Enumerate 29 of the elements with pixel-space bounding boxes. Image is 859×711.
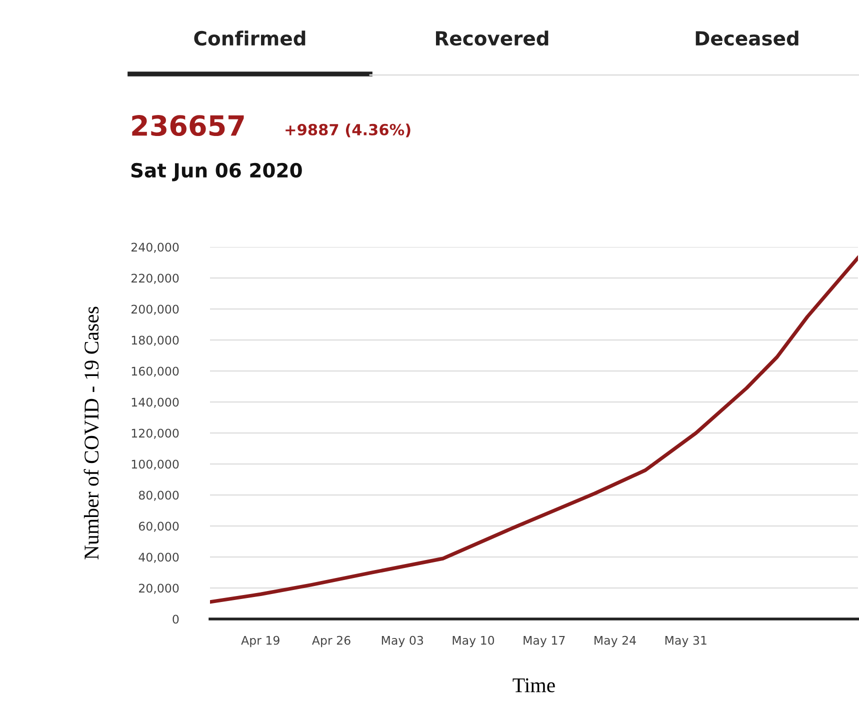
text: 236657 (132, 115, 244, 136)
x-tick-label: May 17 (524, 636, 565, 648)
y-tick-label: 180,000 (132, 336, 179, 346)
y-tick-label: 40,000 (138, 552, 179, 563)
x-tick-label: Apr 26 (312, 636, 350, 648)
y-tick-label: 80,000 (138, 490, 179, 501)
y-tick-label: 160,000 (132, 366, 179, 377)
y-tick-label: 240,000 (131, 242, 179, 253)
text: +9887 (4.36%) (286, 124, 410, 138)
text: Recovered (436, 30, 548, 46)
x-axis-title: Time (512, 678, 555, 692)
y-tick-label: 220,000 (131, 274, 179, 284)
y-tick-label: 200,000 (131, 304, 179, 315)
y-tick-label: 140,000 (132, 398, 179, 408)
x-tick-label: May 03 (382, 636, 424, 648)
text: Confirmed (194, 30, 306, 46)
x-tick-label: May 24 (594, 636, 636, 648)
x-tick-label: Apr 19 (241, 636, 280, 648)
y-tick-label: 60,000 (138, 522, 179, 532)
y-tick-label: 20,000 (139, 584, 179, 594)
y-tick-label: 100,000 (132, 460, 179, 470)
x-tick-label: May 10 (452, 636, 494, 648)
text: Sat Jun 06 2020 (131, 162, 302, 182)
y-tick-label: 0 (172, 614, 179, 624)
text: Deceased (696, 30, 798, 46)
line-series (210, 256, 858, 604)
y-tick-label: 120,000 (132, 428, 179, 439)
x-tick-label: May 31 (665, 636, 706, 648)
y-axis-title: Number of COVID - 19 Cases (84, 306, 99, 560)
